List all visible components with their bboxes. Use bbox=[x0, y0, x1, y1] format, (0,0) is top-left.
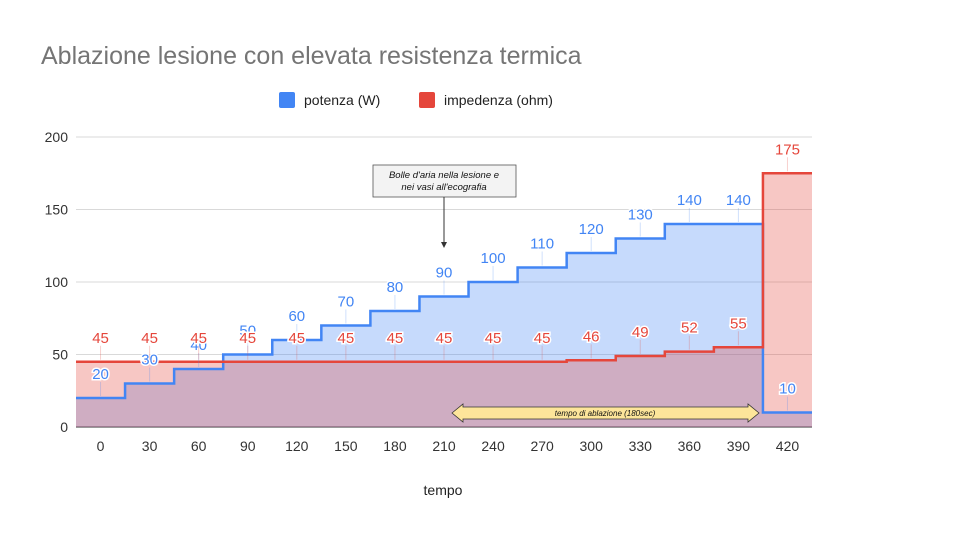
annotation-line-2: nei vasi all'ecografia bbox=[401, 182, 486, 193]
data-label: 80 bbox=[387, 279, 404, 296]
legend-label-potenza: potenza (W) bbox=[304, 92, 380, 108]
data-label-layer: 20 30 40 50 60 70 80 90 100 110 120 130 140 140 10 45 45… bbox=[91, 140, 801, 411]
x-axis-label: tempo bbox=[424, 482, 463, 498]
y-tick-label: 100 bbox=[45, 274, 69, 290]
x-tick-label: 300 bbox=[580, 438, 604, 454]
y-tick-label: 200 bbox=[45, 129, 69, 145]
data-label: 120 bbox=[579, 221, 604, 238]
ablation-range-arrow bbox=[451, 403, 760, 423]
ablation-range-label: tempo di ablazione (180sec) bbox=[555, 409, 656, 418]
data-label: 46 bbox=[583, 328, 600, 345]
data-label: 10 bbox=[779, 381, 796, 398]
annotation-arrow-head bbox=[441, 242, 447, 248]
series-line-1[interactable] bbox=[76, 172, 812, 363]
annotation-callout: Bolle d'aria nella lesione e nei vasi al… bbox=[372, 164, 517, 248]
x-tick-label: 90 bbox=[240, 438, 256, 454]
series-area-0 bbox=[76, 224, 812, 427]
x-tick-label: 30 bbox=[142, 438, 158, 454]
data-label: 140 bbox=[726, 192, 751, 209]
data-label: 49 bbox=[632, 324, 649, 341]
data-label: 45 bbox=[485, 330, 502, 347]
x-tick-label: 0 bbox=[97, 438, 105, 454]
data-label: 50 bbox=[239, 323, 256, 340]
area-layer bbox=[76, 173, 812, 427]
annotation-line-1: Bolle d'aria nella lesione e bbox=[389, 170, 499, 181]
data-label: 140 bbox=[677, 192, 702, 209]
x-tick-label: 390 bbox=[727, 438, 751, 454]
data-label: 45 bbox=[288, 330, 305, 347]
data-label: 45 bbox=[338, 330, 355, 347]
x-tick-label: 360 bbox=[678, 438, 702, 454]
y-tick-label: 50 bbox=[52, 347, 68, 363]
data-label: 40 bbox=[190, 337, 207, 354]
data-label: 70 bbox=[338, 294, 355, 311]
legend-swatch-impedenza[interactable] bbox=[419, 92, 435, 108]
data-label: 45 bbox=[436, 330, 453, 347]
annotation-box bbox=[372, 164, 517, 198]
x-tick-label: 240 bbox=[481, 438, 505, 454]
y-tick-label: 150 bbox=[45, 202, 69, 218]
legend-swatch-potenza[interactable] bbox=[279, 92, 295, 108]
data-label: 52 bbox=[681, 320, 698, 337]
data-label: 45 bbox=[239, 330, 256, 347]
data-label: 45 bbox=[190, 330, 207, 347]
x-tick-label: 180 bbox=[383, 438, 407, 454]
data-label: 55 bbox=[730, 315, 747, 332]
legend-label-impedenza: impedenza (ohm) bbox=[444, 92, 553, 108]
data-label: 100 bbox=[481, 250, 506, 267]
data-label: 60 bbox=[288, 308, 305, 325]
chart-title: Ablazione lesione con elevata resistenza… bbox=[41, 42, 582, 70]
series-area-1 bbox=[76, 173, 812, 427]
x-tick-label: 150 bbox=[334, 438, 358, 454]
data-label: 175 bbox=[775, 141, 800, 158]
data-label: 45 bbox=[534, 330, 551, 347]
data-label: 45 bbox=[141, 330, 158, 347]
x-tick-label: 420 bbox=[776, 438, 800, 454]
data-label: 45 bbox=[92, 330, 109, 347]
y-tick-label: 0 bbox=[60, 419, 68, 435]
ablation-range: tempo di ablazione (180sec) bbox=[451, 403, 760, 423]
x-tick-label: 330 bbox=[629, 438, 653, 454]
data-label: 20 bbox=[92, 366, 109, 383]
data-label: 130 bbox=[628, 207, 653, 224]
x-tick-label: 210 bbox=[432, 438, 456, 454]
data-label: 110 bbox=[530, 236, 554, 253]
x-tick-label: 60 bbox=[191, 438, 207, 454]
x-tick-label: 270 bbox=[530, 438, 554, 454]
series-line-0[interactable] bbox=[76, 222, 812, 414]
axis-layer: 0 50 100 150 200 0 30 60 90 120 150 180 210 240 270 300… bbox=[45, 129, 800, 454]
data-label: 90 bbox=[436, 265, 453, 282]
line-layer bbox=[76, 172, 812, 414]
x-tick-label: 120 bbox=[285, 438, 309, 454]
legend: potenza (W) impedenza (ohm) bbox=[279, 92, 553, 108]
data-label: 30 bbox=[141, 352, 158, 369]
data-label: 45 bbox=[387, 330, 404, 347]
